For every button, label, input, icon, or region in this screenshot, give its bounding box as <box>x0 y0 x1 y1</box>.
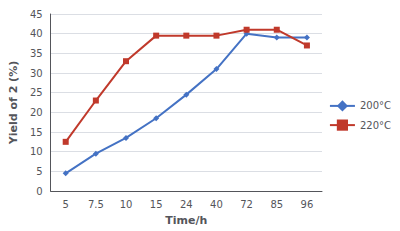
svg-text:85: 85 <box>270 199 283 210</box>
svg-text:25: 25 <box>30 87 43 98</box>
svg-text:35: 35 <box>30 48 43 59</box>
svg-text:10: 10 <box>120 199 133 210</box>
svg-text:Time/h: Time/h <box>165 214 207 227</box>
svg-text:72: 72 <box>240 199 253 210</box>
svg-text:0: 0 <box>36 186 42 197</box>
svg-text:10: 10 <box>30 146 43 157</box>
svg-text:30: 30 <box>30 68 43 79</box>
svg-text:96: 96 <box>301 199 314 210</box>
svg-text:200°C: 200°C <box>360 100 391 111</box>
svg-text:5: 5 <box>36 166 42 177</box>
svg-text:5: 5 <box>63 199 69 210</box>
svg-text:220°C: 220°C <box>360 120 391 131</box>
svg-text:20: 20 <box>30 107 43 118</box>
svg-text:40: 40 <box>30 28 43 39</box>
svg-text:40: 40 <box>210 199 223 210</box>
svg-text:Yield of 2 (%): Yield of 2 (%) <box>7 61 20 145</box>
svg-text:24: 24 <box>180 199 193 210</box>
svg-text:7.5: 7.5 <box>88 199 104 210</box>
svg-text:15: 15 <box>30 127 43 138</box>
svg-text:15: 15 <box>150 199 163 210</box>
svg-text:45: 45 <box>30 9 43 20</box>
